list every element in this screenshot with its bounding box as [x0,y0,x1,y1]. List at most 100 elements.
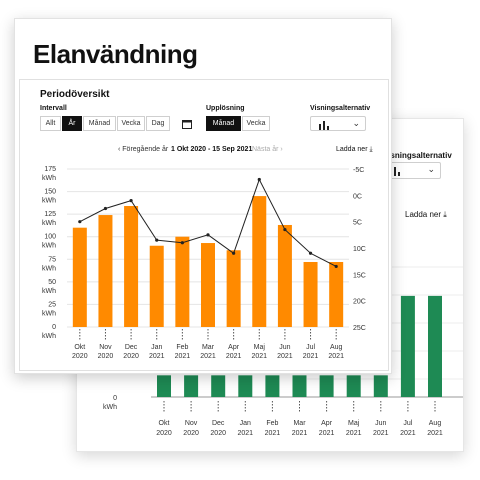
x-tick-year: 2020 [183,430,199,437]
y2-tick-label: 20C [353,299,366,306]
resolution-month-button[interactable]: Månad [206,116,241,131]
y-tick-label: 0 [52,324,56,331]
x-tick-label: Maj [254,344,266,351]
x-tick-label: Nov [99,344,112,351]
y-unit-label: kWh [42,310,56,317]
calendar-button[interactable] [179,116,194,131]
resolution-week-button[interactable]: Vecka [242,116,270,131]
bar [265,375,280,397]
back-download-link[interactable]: Ladda ner ⤓ [405,210,447,219]
bar [175,236,190,327]
bar [149,245,164,327]
display-option-select[interactable]: ⌄ [310,116,366,131]
y-tick-label: 50 [48,279,56,286]
y2-tick-label: 0C [353,193,362,200]
y-tick-label: 125 [44,211,56,218]
x-tick-label: Mar [202,344,215,351]
bar [211,375,226,397]
y2-tick-label: 15C [353,272,366,279]
x-tick-label: Dec [125,344,138,351]
x-tick-label: Nov [185,420,198,427]
x-tick-label: Feb [176,344,188,351]
temperature-point [180,241,184,245]
bar [319,375,334,397]
x-tick-label: Maj [348,420,360,427]
x-tick-year: 2020 [72,353,88,360]
x-tick-label: Aug [330,344,343,351]
bar [124,206,139,327]
x-tick-label: Feb [266,420,278,427]
bar [252,196,267,327]
back-display-option-label: Visningsalternativ [383,151,452,160]
bar [98,215,113,327]
temperature-point [257,177,261,182]
y-unit-label: kWh [42,265,56,272]
y2-tick-label: 5C [353,220,362,227]
x-tick-year: 2021 [400,430,416,437]
interval-week-button[interactable]: Vecka [117,116,145,131]
calendar-icon [181,119,192,129]
x-tick-year: 2021 [346,430,362,437]
x-tick-year: 2020 [123,353,139,360]
bar [201,243,215,327]
temperature-point [78,220,82,224]
x-tick-label: Okt [74,344,85,351]
x-tick-year: 2021 [200,353,216,360]
x-tick-year: 2021 [328,353,344,360]
interval-month-button[interactable]: Månad [83,116,116,131]
temperature-point [103,206,108,211]
x-tick-year: 2021 [292,430,308,437]
bar [373,375,388,397]
y-tick-label: 100 [44,234,56,241]
bar [346,375,361,397]
display-option-label: Visningsalternativ [310,105,371,112]
bar [277,224,292,327]
x-tick-year: 2020 [156,430,172,437]
front-chart-card: Elanvändning Periodöversikt Intervall Al… [14,18,392,374]
x-tick-year: 2021 [265,430,281,437]
x-tick-label: Jul [403,420,412,427]
y-unit-label: kWh [42,220,56,227]
date-range: 1 Okt 2020 - 15 Sep 2021 [171,146,253,153]
interval-year-button[interactable]: År [62,116,82,131]
temperature-point [155,238,159,242]
interval-label: Intervall [40,105,67,112]
x-tick-label: Jan [240,420,251,427]
next-year-button[interactable]: Nästa år › [252,146,283,153]
bar [303,261,318,327]
x-tick-label: Aug [429,420,442,427]
x-tick-year: 2021 [149,353,165,360]
y-unit-label: kWh [42,198,56,205]
interval-all-button[interactable]: Allt [40,116,61,131]
x-tick-year: 2021 [319,430,335,437]
y2-tick-label: 10C [353,246,366,253]
x-tick-year: 2020 [210,430,226,437]
x-tick-label: Apr [228,344,240,351]
download-link[interactable]: Ladda ner ⤓ [336,146,373,153]
temperature-point [308,251,313,255]
bar [157,375,171,397]
x-tick-label: Jun [279,344,290,351]
resolution-label: Upplösning [206,105,245,112]
y-tick-label: 25 [48,301,56,308]
interval-day-button[interactable]: Dag [146,116,170,131]
x-tick-label: Okt [159,420,170,427]
bar [400,295,415,397]
panel-title: Periodöversikt [40,89,110,100]
bar [292,375,307,397]
temperature-point [334,264,338,269]
y-unit-label: kWh [42,288,56,295]
bar [238,375,253,397]
x-tick-year: 2021 [175,353,191,360]
x-tick-label: Dec [212,420,225,427]
temperature-point [206,233,210,237]
previous-year-button[interactable]: ‹ Föregående år [118,146,169,153]
back-chart: 0 kWh Okt 2020 Nov 2020 Dec 2020 Jan 2021 Feb 2021 M… [103,266,463,437]
page-title: Elanvändning [33,39,198,69]
y-unit-label: kWh [42,175,56,182]
bar [428,295,442,397]
y-unit-label: kWh [103,404,117,411]
x-tick-label: Jul [306,344,315,351]
y2-tick-label: -5C [353,167,364,174]
bar [72,227,87,327]
